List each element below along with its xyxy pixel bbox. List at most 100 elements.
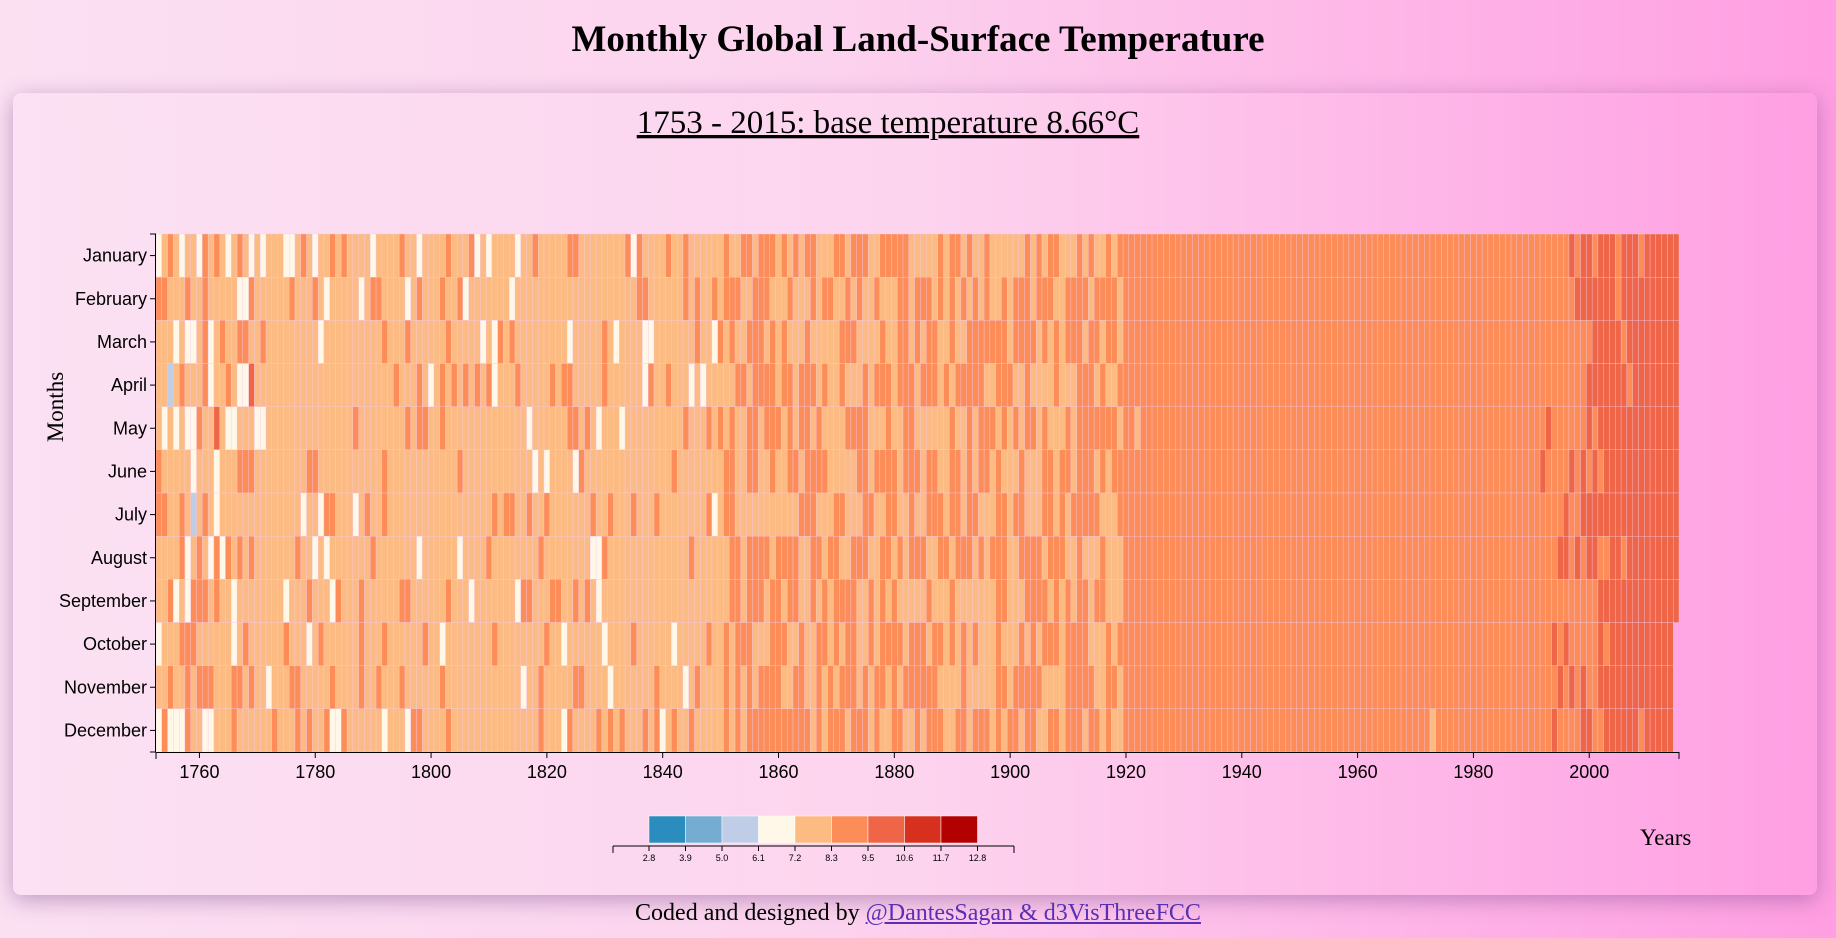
heatmap-cell[interactable] — [1528, 449, 1535, 494]
heatmap-cell[interactable] — [497, 363, 504, 407]
heatmap-cell[interactable] — [1638, 233, 1645, 278]
heatmap-cell[interactable] — [624, 622, 632, 666]
heatmap-cell[interactable] — [1047, 492, 1054, 537]
heatmap-cell[interactable] — [630, 665, 637, 710]
heatmap-cell[interactable] — [1198, 492, 1205, 537]
heatmap-cell[interactable] — [196, 579, 203, 623]
heatmap-cell[interactable] — [277, 406, 284, 451]
heatmap-cell[interactable] — [1018, 579, 1025, 623]
heatmap-cell[interactable] — [1244, 406, 1251, 451]
heatmap-cell[interactable] — [1603, 708, 1610, 753]
heatmap-cell[interactable] — [891, 622, 898, 666]
heatmap-cell[interactable] — [827, 622, 834, 666]
heatmap-cell[interactable] — [335, 363, 342, 407]
heatmap-cell[interactable] — [1319, 233, 1326, 278]
heatmap-cell[interactable] — [972, 492, 979, 537]
heatmap-cell[interactable] — [578, 492, 585, 537]
heatmap-cell[interactable] — [1476, 406, 1483, 451]
heatmap-cell[interactable] — [624, 406, 632, 451]
heatmap-cell[interactable] — [1366, 320, 1373, 364]
heatmap-cell[interactable] — [1163, 622, 1170, 666]
heatmap-cell[interactable] — [1348, 622, 1355, 666]
heatmap-cell[interactable] — [792, 535, 799, 580]
heatmap-cell[interactable] — [410, 449, 417, 494]
heatmap-cell[interactable] — [1024, 708, 1031, 753]
heatmap-cell[interactable] — [995, 320, 1002, 364]
heatmap-cell[interactable] — [954, 276, 962, 321]
heatmap-cell[interactable] — [1493, 276, 1500, 321]
heatmap-cell[interactable] — [254, 622, 261, 666]
heatmap-cell[interactable] — [1308, 406, 1315, 451]
heatmap-cell[interactable] — [1626, 579, 1633, 623]
heatmap-cell[interactable] — [514, 363, 521, 407]
heatmap-cell[interactable] — [1215, 535, 1222, 580]
heatmap-cell[interactable] — [1308, 233, 1315, 278]
heatmap-cell[interactable] — [1441, 535, 1448, 580]
heatmap-cell[interactable] — [503, 535, 510, 580]
heatmap-cell[interactable] — [1290, 406, 1297, 451]
heatmap-cell[interactable] — [543, 320, 550, 364]
heatmap-cell[interactable] — [242, 276, 249, 321]
heatmap-cell[interactable] — [236, 320, 244, 364]
heatmap-cell[interactable] — [1180, 665, 1187, 710]
heatmap-cell[interactable] — [1256, 406, 1263, 451]
heatmap-cell[interactable] — [763, 579, 771, 623]
heatmap-cell[interactable] — [427, 276, 435, 321]
heatmap-cell[interactable] — [236, 535, 244, 580]
heatmap-cell[interactable] — [231, 535, 238, 580]
heatmap-cell[interactable] — [960, 579, 967, 623]
heatmap-cell[interactable] — [1111, 406, 1118, 451]
heatmap-cell[interactable] — [769, 622, 776, 666]
heatmap-cell[interactable] — [1070, 449, 1077, 494]
heatmap-cell[interactable] — [914, 320, 921, 364]
heatmap-cell[interactable] — [1406, 449, 1413, 494]
heatmap-cell[interactable] — [1522, 233, 1529, 278]
heatmap-cell[interactable] — [1041, 535, 1048, 580]
heatmap-cell[interactable] — [711, 622, 718, 666]
heatmap-cell[interactable] — [1313, 535, 1321, 580]
heatmap-cell[interactable] — [682, 665, 689, 710]
heatmap-cell[interactable] — [178, 665, 186, 710]
heatmap-cell[interactable] — [346, 622, 354, 666]
heatmap-cell[interactable] — [445, 665, 452, 710]
heatmap-cell[interactable] — [1395, 622, 1402, 666]
heatmap-cell[interactable] — [966, 622, 973, 666]
heatmap-cell[interactable] — [937, 449, 944, 494]
heatmap-cell[interactable] — [1424, 276, 1431, 321]
heatmap-cell[interactable] — [387, 579, 394, 623]
heatmap-cell[interactable] — [566, 708, 574, 753]
heatmap-cell[interactable] — [1406, 708, 1413, 753]
heatmap-cell[interactable] — [619, 276, 626, 321]
heatmap-cell[interactable] — [1522, 363, 1529, 407]
heatmap-cell[interactable] — [781, 363, 788, 407]
heatmap-cell[interactable] — [427, 363, 435, 407]
heatmap-cell[interactable] — [966, 492, 973, 537]
heatmap-cell[interactable] — [1128, 233, 1135, 278]
heatmap-cell[interactable] — [792, 492, 799, 537]
heatmap-cell[interactable] — [167, 320, 174, 364]
heatmap-cell[interactable] — [1522, 492, 1529, 537]
heatmap-cell[interactable] — [1673, 492, 1680, 537]
heatmap-cell[interactable] — [1667, 233, 1674, 278]
heatmap-cell[interactable] — [1267, 276, 1274, 321]
heatmap-cell[interactable] — [920, 535, 927, 580]
heatmap-cell[interactable] — [1192, 276, 1199, 321]
heatmap-cell[interactable] — [1389, 276, 1396, 321]
heatmap-cell[interactable] — [978, 708, 985, 753]
heatmap-cell[interactable] — [1036, 406, 1043, 451]
heatmap-cell[interactable] — [254, 233, 261, 278]
heatmap-cell[interactable] — [381, 708, 388, 753]
heatmap-cell[interactable] — [1597, 708, 1604, 753]
heatmap-cell[interactable] — [1261, 579, 1269, 623]
heatmap-cell[interactable] — [1644, 233, 1651, 278]
heatmap-cell[interactable] — [1522, 579, 1529, 623]
heatmap-cell[interactable] — [787, 492, 794, 537]
heatmap-cell[interactable] — [1313, 622, 1321, 666]
heatmap-cell[interactable] — [1586, 276, 1593, 321]
heatmap-cell[interactable] — [1093, 276, 1101, 321]
heatmap-cell[interactable] — [590, 492, 597, 537]
heatmap-cell[interactable] — [1175, 320, 1182, 364]
heatmap-cell[interactable] — [804, 622, 811, 666]
heatmap-cell[interactable] — [781, 449, 788, 494]
heatmap-cell[interactable] — [399, 276, 406, 321]
